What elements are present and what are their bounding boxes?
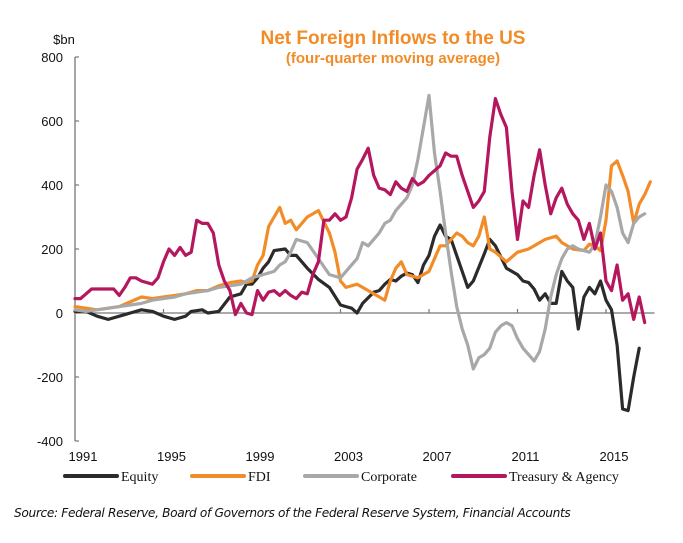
y-tick-label: 200 xyxy=(41,242,63,257)
x-tick-label: 1999 xyxy=(246,449,275,464)
legend-label-corporate: Corporate xyxy=(361,470,417,485)
y-tick-label: 400 xyxy=(41,178,63,193)
x-axis: 1991 1995 1999 2003 2007 2011 2015 xyxy=(69,309,629,464)
y-axis-label: $bn xyxy=(53,32,75,47)
y-tick-label: -200 xyxy=(37,370,63,385)
series-group xyxy=(73,93,652,413)
y-tick-label: -400 xyxy=(37,434,63,449)
x-tick-label: 2003 xyxy=(334,449,363,464)
x-tick-label: 2015 xyxy=(600,449,629,464)
x-tick-label: 1995 xyxy=(157,449,186,464)
series-line-fdi xyxy=(73,159,652,312)
chart-title: Net Foreign Inflows to the US xyxy=(261,28,526,49)
legend-label-treasury-agency: Treasury & Agency xyxy=(509,470,619,485)
x-tick-label: 2011 xyxy=(512,449,540,464)
x-tick-label: 2007 xyxy=(423,449,452,464)
legend: Equity FDI Corporate Treasury & Agency xyxy=(63,470,619,485)
legend-label-fdi: FDI xyxy=(248,470,271,485)
y-tick-label: 0 xyxy=(56,306,63,321)
y-axis: 800 600 400 200 0 -200 -400 xyxy=(37,50,79,449)
legend-label-equity: Equity xyxy=(121,470,158,485)
x-tick-label: 1991 xyxy=(69,449,98,464)
chart-subtitle: (four-quarter moving average) xyxy=(286,50,500,67)
series-line-corporate xyxy=(73,93,647,371)
series-line-equity xyxy=(73,223,641,413)
series-line-treasury-agency xyxy=(73,97,647,325)
source-note: Source: Federal Reserve, Board of Govern… xyxy=(14,506,571,520)
y-tick-label: 800 xyxy=(41,50,63,65)
y-tick-label: 600 xyxy=(41,114,63,129)
